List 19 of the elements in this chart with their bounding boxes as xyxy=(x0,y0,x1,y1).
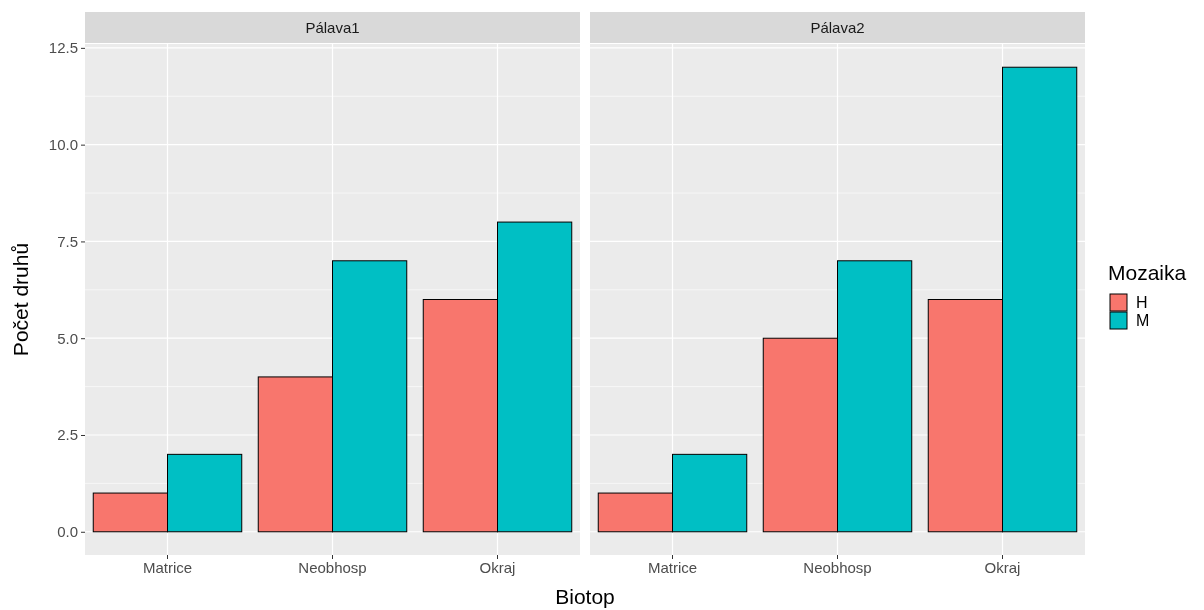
x-tick-label: Neobhosp xyxy=(298,558,367,576)
x-tick-label: Matrice xyxy=(647,558,698,576)
y-tick-label: 10.0 xyxy=(48,135,78,153)
x-tick-label: Okraj xyxy=(984,558,1021,576)
y-tick-label: 12.5 xyxy=(48,39,78,57)
y-tick-label: 5.0 xyxy=(57,329,78,347)
x-tick-label: Okraj xyxy=(479,558,516,576)
chart-title: Pálava1 xyxy=(305,19,360,36)
x-axis-title: Biotop xyxy=(555,585,615,608)
y-tick-label: 2.5 xyxy=(57,426,78,444)
legend-label: M xyxy=(1136,312,1150,329)
legend-title: Mozaika xyxy=(1108,261,1187,284)
x-tick-label: Neobhosp xyxy=(803,558,872,576)
chart-title: Pálava2 xyxy=(810,19,865,36)
y-tick-label: 0.0 xyxy=(57,523,78,541)
y-axis-title: Počet druhů xyxy=(9,242,32,357)
x-tick-label: Matrice xyxy=(142,558,193,576)
y-tick-label: 7.5 xyxy=(57,232,78,250)
legend-label: H xyxy=(1136,294,1148,311)
